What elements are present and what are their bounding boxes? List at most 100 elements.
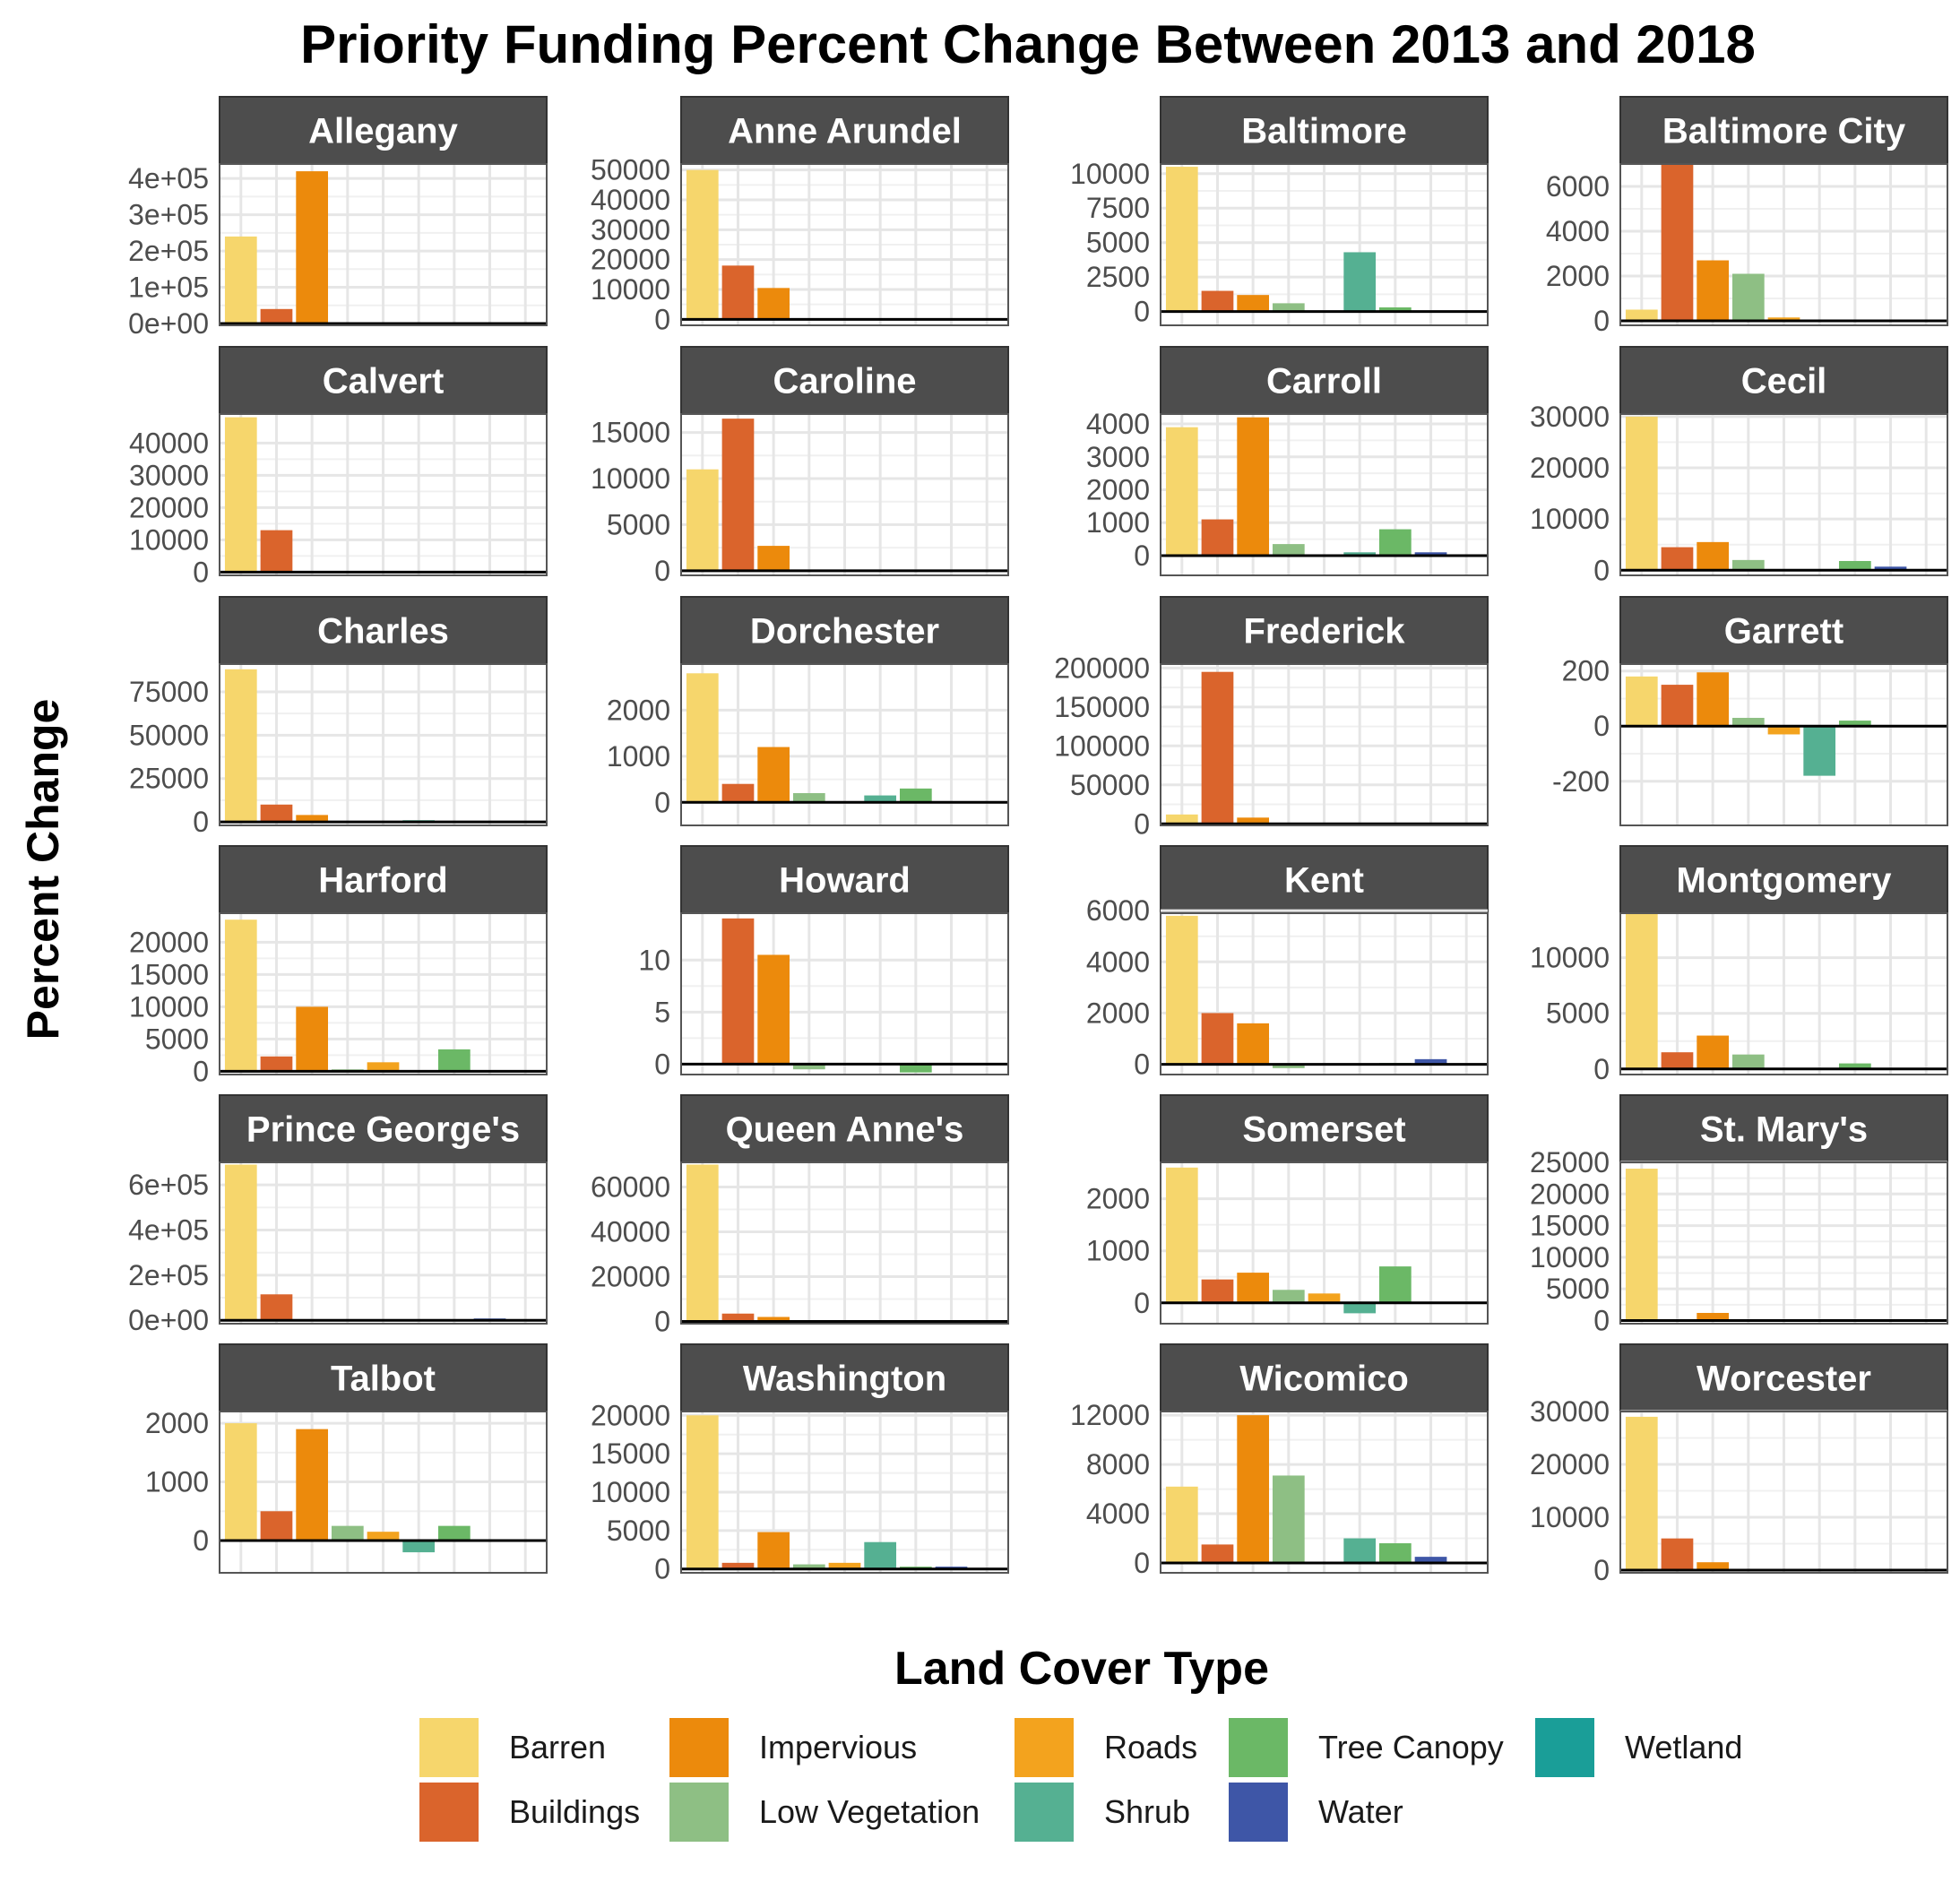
- y-tick-label: 1000: [607, 740, 670, 773]
- bar-shrub: [402, 1541, 436, 1553]
- panel-border: [1619, 912, 1948, 1075]
- panel-strip-label: Anne Arundel: [728, 112, 962, 151]
- legend-swatch: [1229, 1718, 1288, 1777]
- bar-buildings: [1661, 1052, 1694, 1069]
- y-tick-label: 2000: [607, 694, 670, 726]
- bar-buildings: [1201, 519, 1234, 556]
- panel-strip: [1160, 1094, 1489, 1163]
- panel-border: [680, 1161, 1009, 1325]
- bar-barren: [1165, 427, 1198, 556]
- bar-impervious: [1237, 1273, 1270, 1303]
- y-tick-label: 4000: [1086, 1498, 1150, 1530]
- panel-strip: [680, 1094, 1009, 1163]
- y-tick-label: 10000: [129, 523, 209, 556]
- bar-barren: [1625, 676, 1658, 727]
- legend-item-tree-canopy: Tree Canopy: [1229, 1718, 1504, 1777]
- y-tick-label: 200000: [1054, 652, 1150, 684]
- panel-border: [1160, 413, 1489, 576]
- bar-low-vegetation: [1731, 273, 1765, 321]
- bar-barren: [1165, 167, 1198, 312]
- bar-low-vegetation: [1272, 1064, 1305, 1068]
- legend-swatch: [669, 1783, 729, 1842]
- panel-border: [219, 1411, 548, 1574]
- bar-water: [1414, 552, 1447, 556]
- y-tick-label: 0: [654, 555, 670, 587]
- panel-strip-label: Talbot: [331, 1360, 436, 1399]
- bar-barren: [686, 1164, 719, 1322]
- y-tick-label: 40000: [129, 427, 209, 459]
- bar-impervious: [296, 1006, 329, 1072]
- panel-strip-label: Baltimore City: [1662, 112, 1906, 151]
- bar-barren: [1165, 915, 1198, 1065]
- panel-prince-george-s: Prince George's 0e+00 2e+05 4e+05 6e+05: [128, 1094, 548, 1336]
- y-tick-label: 0: [1134, 540, 1150, 572]
- bar-shrub: [864, 1541, 897, 1569]
- panel-washington: Washington 0 5000 10000 15000 20000: [591, 1343, 1009, 1585]
- bar-roads: [1308, 1293, 1341, 1303]
- bar-impervious: [1697, 1562, 1730, 1571]
- legend-swatch: [419, 1718, 479, 1777]
- bar-impervious: [1697, 1035, 1730, 1069]
- bar-impervious: [757, 1317, 790, 1322]
- panel-border: [1160, 163, 1489, 326]
- bar-shrub: [1343, 252, 1377, 312]
- bar-buildings: [260, 804, 293, 823]
- bar-low-vegetation: [1731, 718, 1765, 727]
- y-tick-label: 2500: [1086, 261, 1150, 293]
- bar-barren: [1625, 309, 1658, 321]
- legend-label: Low Vegetation: [759, 1793, 980, 1830]
- y-tick-label: 30000: [591, 213, 670, 246]
- bar-low-vegetation: [792, 1064, 825, 1070]
- y-tick-label: 0: [193, 806, 209, 838]
- legend-item-shrub: Shrub: [1015, 1783, 1190, 1842]
- y-tick-label: 2e+05: [128, 235, 209, 267]
- y-tick-label: 2000: [1086, 473, 1150, 505]
- y-tick-label: 0: [193, 1524, 209, 1557]
- y-tick-label: 4000: [1546, 215, 1610, 247]
- panel-caroline: Caroline 0 5000 10000 15000: [591, 346, 1009, 587]
- panel-queen-anne-s: Queen Anne's 0 20000 40000 60000: [591, 1094, 1009, 1338]
- y-tick-label: 20000: [591, 244, 670, 276]
- bar-barren: [686, 169, 719, 320]
- panel-strip: [680, 845, 1009, 914]
- panel-strip: [219, 845, 548, 914]
- bar-barren: [1165, 1167, 1198, 1303]
- legend-label: Shrub: [1104, 1793, 1190, 1830]
- legend-item-buildings: Buildings: [419, 1783, 640, 1842]
- panel-strip-label: St. Mary's: [1700, 1110, 1868, 1150]
- panel-strip-label: Howard: [779, 861, 911, 901]
- bar-low-vegetation: [331, 1525, 364, 1541]
- bar-impervious: [757, 1532, 790, 1569]
- panel-charles: Charles 0 25000 50000 75000: [129, 596, 548, 838]
- panel-strip-label: Somerset: [1242, 1110, 1405, 1150]
- y-tick-label: 60000: [591, 1171, 670, 1204]
- y-tick-label: 0: [193, 556, 209, 588]
- panel-border: [219, 1161, 548, 1325]
- y-tick-label: 15000: [1530, 1210, 1610, 1242]
- bar-low-vegetation: [1272, 1475, 1305, 1564]
- bar-buildings: [721, 918, 755, 1065]
- y-tick-label: 0: [1134, 1049, 1150, 1081]
- bar-impervious: [1697, 541, 1730, 571]
- bar-tree-canopy: [1378, 529, 1412, 556]
- y-tick-label: 2000: [1086, 1183, 1150, 1215]
- y-tick-label: 0: [654, 1048, 670, 1080]
- bar-barren: [686, 1415, 719, 1569]
- bar-barren: [224, 417, 257, 573]
- bar-roads: [1767, 726, 1800, 735]
- legend-item-impervious: Impervious: [669, 1718, 917, 1777]
- y-tick-label: 0: [654, 786, 670, 818]
- panel-strip-label: Wicomico: [1239, 1360, 1409, 1399]
- legend-label: Impervious: [759, 1729, 917, 1765]
- panel-strip: [1619, 596, 1948, 665]
- y-tick-label: 200: [1562, 655, 1610, 687]
- y-tick-label: 2000: [145, 1407, 209, 1439]
- panel-border: [680, 663, 1009, 826]
- bar-impervious: [1237, 817, 1270, 824]
- panel-strip-label: Kent: [1284, 861, 1364, 901]
- y-tick-label: 12000: [1070, 1399, 1150, 1431]
- y-tick-label: 25000: [129, 763, 209, 795]
- bar-water: [1874, 566, 1907, 571]
